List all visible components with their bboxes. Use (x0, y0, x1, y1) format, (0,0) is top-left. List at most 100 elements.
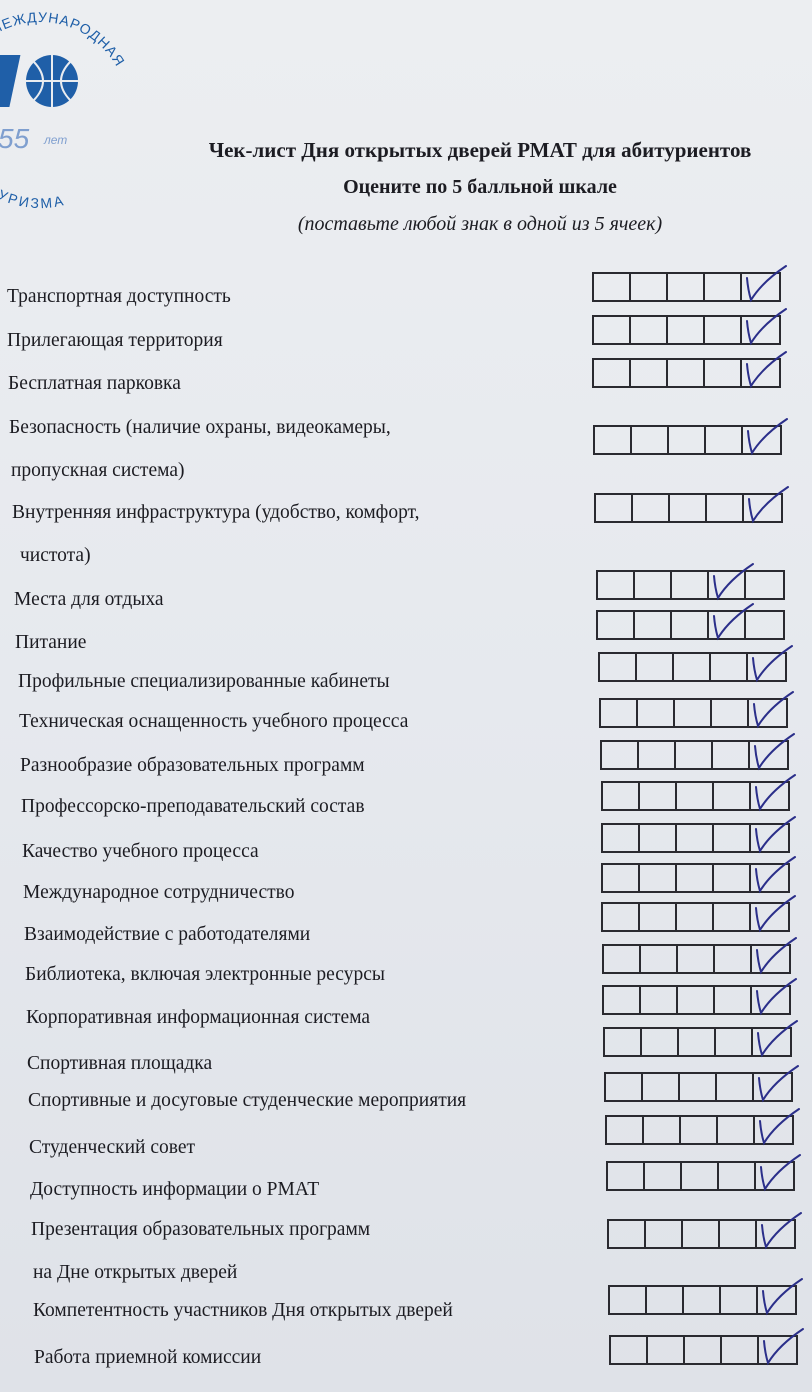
rating-cell-5[interactable] (758, 1278, 803, 1316)
rating-cell-2[interactable] (632, 427, 669, 453)
rating-cell-4[interactable] (715, 946, 752, 972)
rating-cell-3[interactable] (669, 427, 706, 453)
rating-cell-5[interactable] (757, 1212, 802, 1250)
rating-cell-4[interactable] (721, 1287, 758, 1313)
rating-cell-2[interactable] (631, 317, 668, 343)
rating-cell-3[interactable] (668, 274, 705, 300)
rating-cell-4[interactable] (705, 317, 742, 343)
rating-cell-3[interactable] (680, 1074, 717, 1100)
rating-cell-5[interactable] (746, 572, 783, 598)
rating-cell-3[interactable] (668, 360, 705, 386)
rating-cell-4[interactable] (709, 603, 754, 641)
rating-cell-4[interactable] (714, 865, 751, 891)
rating-cell-4[interactable] (706, 427, 743, 453)
rating-cell-3[interactable] (682, 1163, 719, 1189)
rating-cell-4[interactable] (709, 563, 754, 601)
rating-cell-3[interactable] (677, 783, 714, 809)
rating-cell-2[interactable] (646, 1221, 683, 1247)
rating-cell-3[interactable] (683, 1221, 720, 1247)
rating-cell-4[interactable] (707, 495, 744, 521)
rating-cell-5[interactable] (742, 351, 787, 389)
rating-cell-2[interactable] (638, 700, 675, 726)
rating-cell-1[interactable] (594, 360, 631, 386)
rating-cell-1[interactable] (601, 700, 638, 726)
rating-cell-2[interactable] (643, 1074, 680, 1100)
rating-cell-5[interactable] (742, 308, 787, 346)
rating-cell-2[interactable] (647, 1287, 684, 1313)
rating-cell-4[interactable] (719, 1163, 756, 1189)
rating-cell-5[interactable] (754, 1065, 799, 1103)
rating-cell-5[interactable] (742, 265, 787, 303)
rating-cell-3[interactable] (684, 1287, 721, 1313)
rating-cell-3[interactable] (677, 825, 714, 851)
rating-cell-2[interactable] (641, 987, 678, 1013)
rating-cell-3[interactable] (679, 1029, 716, 1055)
rating-cell-4[interactable] (717, 1074, 754, 1100)
rating-cell-3[interactable] (675, 700, 712, 726)
rating-cell-5[interactable] (753, 1020, 798, 1058)
rating-cell-1[interactable] (604, 987, 641, 1013)
rating-cell-4[interactable] (705, 360, 742, 386)
rating-cell-4[interactable] (722, 1337, 759, 1363)
rating-cell-3[interactable] (668, 317, 705, 343)
rating-cell-4[interactable] (714, 825, 751, 851)
rating-cell-2[interactable] (648, 1337, 685, 1363)
rating-cell-5[interactable] (756, 1154, 801, 1192)
rating-cell-3[interactable] (672, 612, 709, 638)
rating-cell-1[interactable] (603, 783, 640, 809)
rating-cell-5[interactable] (749, 691, 794, 729)
rating-cell-5[interactable] (755, 1108, 800, 1146)
rating-cell-4[interactable] (715, 987, 752, 1013)
rating-cell-5[interactable] (752, 978, 797, 1016)
rating-cell-2[interactable] (635, 572, 672, 598)
rating-cell-2[interactable] (640, 825, 677, 851)
rating-cell-3[interactable] (678, 987, 715, 1013)
rating-cell-1[interactable] (598, 612, 635, 638)
rating-cell-1[interactable] (604, 946, 641, 972)
rating-cell-5[interactable] (744, 486, 789, 524)
rating-cell-5[interactable] (751, 895, 796, 933)
rating-cell-3[interactable] (677, 904, 714, 930)
rating-cell-1[interactable] (600, 654, 637, 680)
rating-cell-4[interactable] (720, 1221, 757, 1247)
rating-cell-2[interactable] (637, 654, 674, 680)
rating-cell-2[interactable] (635, 612, 672, 638)
rating-cell-5[interactable] (746, 612, 783, 638)
rating-cell-1[interactable] (607, 1117, 644, 1143)
rating-cell-2[interactable] (639, 742, 676, 768)
rating-cell-1[interactable] (609, 1221, 646, 1247)
rating-cell-4[interactable] (714, 904, 751, 930)
rating-cell-1[interactable] (611, 1337, 648, 1363)
rating-cell-3[interactable] (670, 495, 707, 521)
rating-cell-1[interactable] (595, 427, 632, 453)
rating-cell-1[interactable] (603, 904, 640, 930)
rating-cell-5[interactable] (750, 733, 795, 771)
rating-cell-5[interactable] (751, 856, 796, 894)
rating-cell-1[interactable] (608, 1163, 645, 1189)
rating-cell-1[interactable] (603, 865, 640, 891)
rating-cell-5[interactable] (751, 774, 796, 812)
rating-cell-2[interactable] (645, 1163, 682, 1189)
rating-cell-5[interactable] (759, 1328, 804, 1366)
rating-cell-2[interactable] (642, 1029, 679, 1055)
rating-cell-4[interactable] (711, 654, 748, 680)
rating-cell-4[interactable] (718, 1117, 755, 1143)
rating-cell-5[interactable] (743, 418, 788, 456)
rating-cell-5[interactable] (752, 937, 797, 975)
rating-cell-1[interactable] (596, 495, 633, 521)
rating-cell-5[interactable] (748, 645, 793, 683)
rating-cell-3[interactable] (678, 946, 715, 972)
rating-cell-3[interactable] (681, 1117, 718, 1143)
rating-cell-2[interactable] (644, 1117, 681, 1143)
rating-cell-4[interactable] (714, 783, 751, 809)
rating-cell-3[interactable] (672, 572, 709, 598)
rating-cell-2[interactable] (631, 274, 668, 300)
rating-cell-2[interactable] (640, 904, 677, 930)
rating-cell-3[interactable] (674, 654, 711, 680)
rating-cell-1[interactable] (598, 572, 635, 598)
rating-cell-1[interactable] (594, 274, 631, 300)
rating-cell-2[interactable] (641, 946, 678, 972)
rating-cell-1[interactable] (602, 742, 639, 768)
rating-cell-3[interactable] (676, 742, 713, 768)
rating-cell-3[interactable] (685, 1337, 722, 1363)
